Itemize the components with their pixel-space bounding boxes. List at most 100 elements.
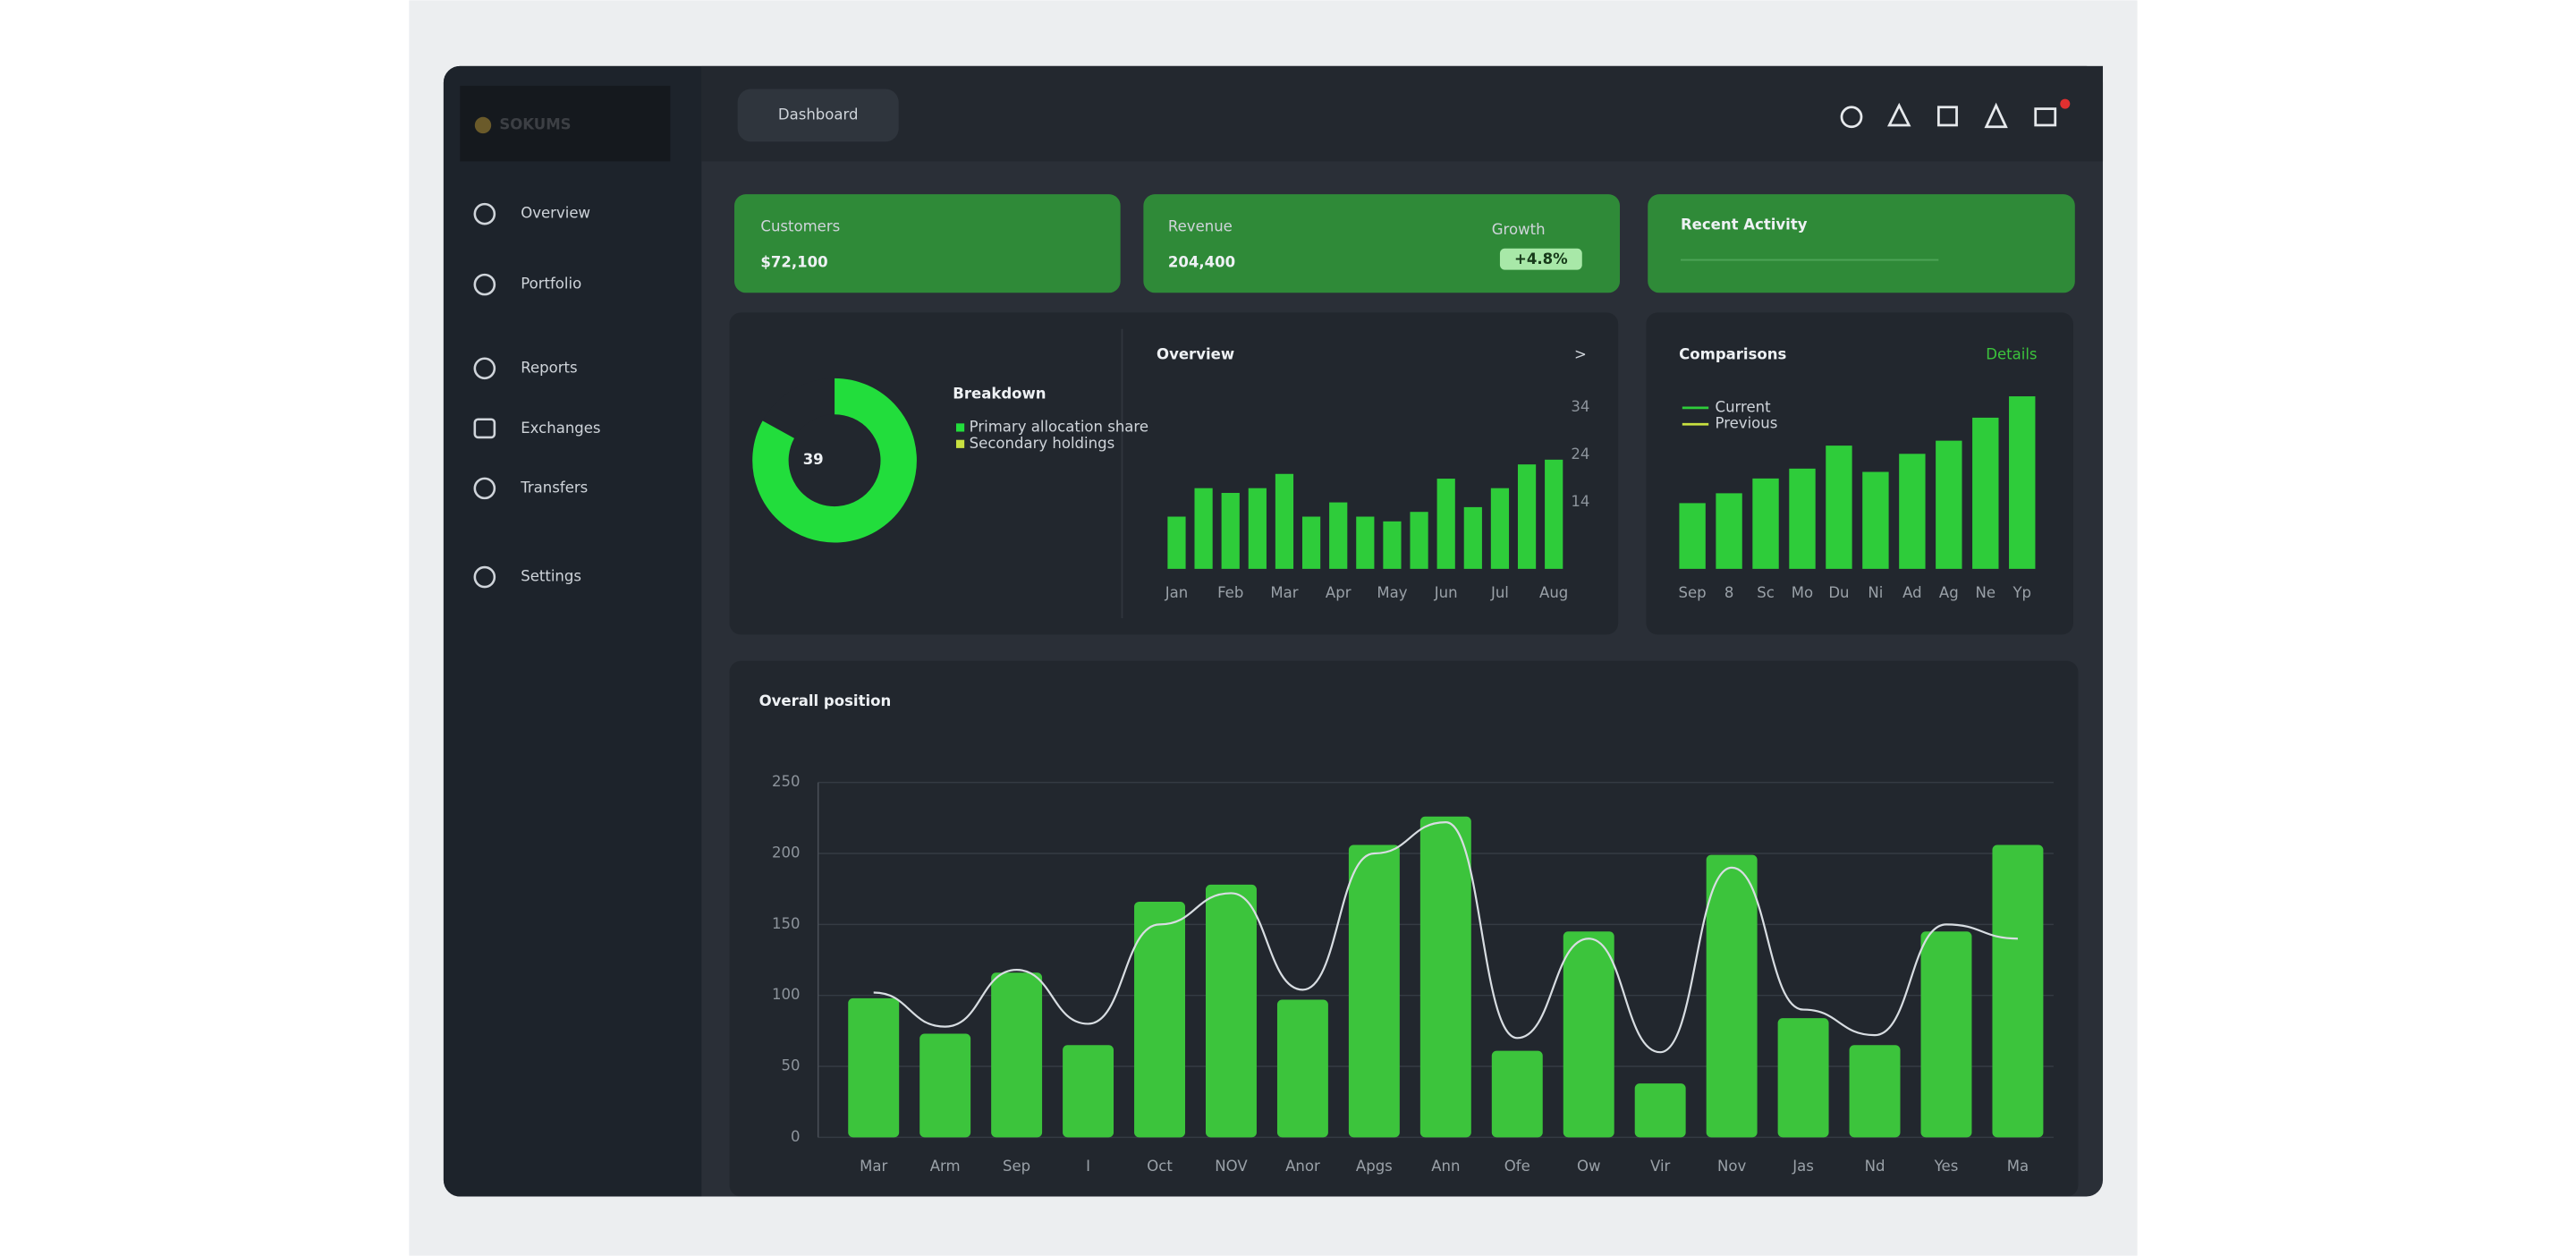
x-tick-label: Mar [860, 1158, 887, 1175]
x-tick-label: Jul [1490, 584, 1509, 601]
y-tick-label: 0 [791, 1128, 801, 1145]
card-value: $72,100 [760, 254, 827, 271]
bar [1275, 473, 1294, 569]
x-tick-label: Mo [1792, 584, 1813, 601]
icon[interactable] [1984, 102, 2008, 129]
x-tick-label: Apr [1326, 584, 1352, 601]
x-tick-label: Sep [1679, 584, 1707, 601]
bar [1134, 901, 1185, 1138]
notification-dot [2060, 98, 2071, 109]
dashboard-button[interactable] [737, 89, 899, 142]
bar [1276, 999, 1328, 1138]
nav-item[interactable]: Exchanges [521, 420, 600, 437]
card-value: 204,400 [1168, 254, 1235, 271]
y-tick-label: 100 [772, 986, 801, 1003]
chart-link[interactable]: Details [1986, 346, 2037, 363]
bar [1491, 1050, 1543, 1138]
bar [848, 997, 900, 1138]
nav-item[interactable]: Settings [521, 568, 581, 585]
y-tick-label: 34 [1571, 398, 1589, 415]
topbar [701, 65, 2104, 162]
x-tick-label: Aug [1539, 584, 1568, 601]
x-tick-label: Sep [1003, 1158, 1030, 1175]
card-title: Recent Activity [1681, 216, 1808, 233]
chart-title: Overall position [759, 692, 892, 709]
bar [1490, 488, 1510, 569]
bar [1899, 454, 1926, 569]
nav-icon [473, 273, 496, 296]
legend-label: Current [1716, 398, 1772, 415]
bar [1777, 1018, 1829, 1138]
x-tick-label: Ma [2007, 1158, 2029, 1175]
card-label: Revenue [1168, 217, 1233, 234]
bar [1248, 488, 1267, 569]
x-tick-label: Yp [2012, 584, 2031, 601]
x-tick-label: Anor [1285, 1158, 1320, 1175]
x-tick-label: Ofe [1504, 1158, 1530, 1175]
chart-title: Overview [1157, 346, 1234, 363]
x-tick-label: Jas [1792, 1158, 1814, 1175]
nav-item[interactable]: Reports [521, 359, 577, 376]
bar [1517, 464, 1537, 569]
bar [1383, 521, 1402, 569]
sidebar-icons [473, 202, 496, 589]
icon[interactable] [1840, 106, 1863, 129]
legend-label: Primary allocation share [970, 418, 1148, 435]
x-tick-label: Oct [1147, 1158, 1173, 1175]
sidebar [443, 65, 702, 1197]
donut-arc [752, 378, 917, 543]
toolbar-icons [1840, 102, 2057, 129]
bar [1849, 1045, 1901, 1138]
legend-swatch [955, 423, 965, 432]
nav-icon [473, 202, 496, 225]
bar [1419, 816, 1471, 1138]
x-tick-label: I [1086, 1158, 1090, 1175]
y-tick-label: 24 [1571, 446, 1589, 463]
logo-box [460, 85, 671, 162]
header-title: Dashboard [778, 106, 859, 123]
x-tick-label: Mar [1270, 584, 1298, 601]
x-tick-label: May [1377, 584, 1407, 601]
bar [1194, 488, 1213, 569]
bar [1679, 503, 1706, 569]
bar [1826, 446, 1852, 569]
nav-item[interactable]: Overview [521, 205, 590, 222]
y-tick-label: 14 [1571, 493, 1589, 510]
x-tick-label: Ne [1976, 584, 1996, 601]
bar [1972, 417, 1999, 569]
bar [1563, 931, 1614, 1138]
x-tick-label: Vir [1650, 1158, 1671, 1175]
bar [1706, 854, 1758, 1138]
bar [1634, 1083, 1686, 1138]
logo: SOKUMS [499, 115, 571, 132]
x-tick-label: Feb [1217, 584, 1243, 601]
x-tick-label: Apgs [1356, 1158, 1393, 1175]
nav-icon [473, 357, 496, 380]
bar [1936, 440, 1962, 569]
stat-card [734, 194, 1121, 293]
icon[interactable] [1936, 106, 1958, 127]
bar [1410, 512, 1428, 569]
nav-item[interactable]: Transfers [520, 479, 588, 496]
x-tick-label: Arm [930, 1158, 961, 1175]
bar [1206, 884, 1257, 1138]
x-tick-label: Ag [1939, 584, 1959, 601]
legend-label: Previous [1716, 415, 1778, 432]
bar [1920, 931, 1972, 1138]
chart-marker[interactable]: > [1574, 346, 1587, 363]
bar [1545, 459, 1563, 569]
bar [1436, 479, 1455, 569]
y-tick-label: 50 [781, 1057, 800, 1074]
y-tick-label: 250 [772, 773, 801, 790]
nav-item[interactable]: Portfolio [521, 276, 581, 293]
icon[interactable] [2034, 107, 2057, 127]
x-tick-label: Sc [1757, 584, 1775, 601]
donut-center: 39 [803, 451, 824, 468]
y-tick-label: 200 [772, 844, 801, 861]
icon[interactable] [1887, 102, 1911, 127]
card-side-label: Growth [1492, 221, 1546, 238]
stat-card [1648, 194, 2075, 293]
bar [1752, 478, 1779, 569]
